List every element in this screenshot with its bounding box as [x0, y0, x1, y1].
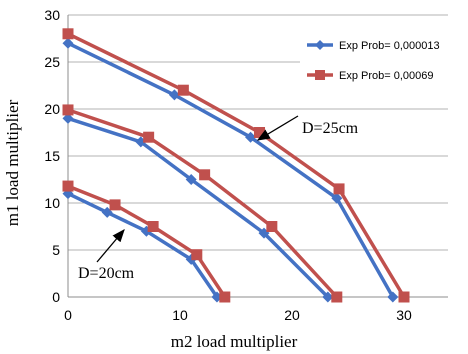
- annotation-arrow-d20: [96, 229, 125, 263]
- data-point-square: [62, 104, 74, 116]
- legend-marker-square: [315, 70, 325, 80]
- y-axis-label: m1 load multiplier: [3, 99, 22, 226]
- legend-label: Exp Prob= 0,000013: [339, 40, 440, 52]
- legend-label: Exp Prob= 0,00069: [339, 70, 434, 82]
- data-point-diamond: [322, 291, 334, 303]
- annotations: D=25cm D=20cm: [78, 115, 359, 282]
- data-point-square: [398, 291, 410, 303]
- legend-marker-diamond: [315, 40, 325, 50]
- data-point-diamond: [168, 89, 180, 101]
- gridlines: [68, 14, 448, 251]
- axes: [67, 15, 448, 298]
- x-tick-label: 30: [396, 307, 412, 323]
- x-tick-label: 0: [64, 307, 72, 323]
- data-point-diamond: [387, 291, 399, 303]
- x-tick-label: 10: [172, 307, 188, 323]
- data-point-square: [177, 84, 189, 96]
- series-2: [62, 28, 410, 303]
- data-point-diamond: [331, 192, 343, 204]
- data-point-diamond: [185, 174, 197, 185]
- data-point-square: [62, 180, 74, 192]
- data-point-square: [266, 221, 278, 232]
- data-point-square: [191, 249, 203, 261]
- series-1: [62, 37, 399, 303]
- y-tick-label: 5: [52, 242, 60, 258]
- y-tick-label: 30: [44, 7, 60, 23]
- data-point-square: [331, 291, 343, 303]
- y-tick-label: 10: [44, 195, 60, 211]
- y-tick-label: 25: [44, 54, 60, 70]
- data-point-square: [143, 131, 155, 143]
- series-group: [62, 28, 410, 303]
- data-point-diamond: [62, 112, 74, 124]
- annotation-arrow-d25: [256, 115, 299, 141]
- data-point-square: [219, 291, 231, 303]
- x-axis-label: m2 load multiplier: [171, 332, 298, 351]
- annotation-d20: D=20cm: [78, 265, 135, 282]
- y-tick-label: 15: [44, 148, 60, 164]
- x-tick-labels: 0 10 20 30: [64, 307, 412, 323]
- legend-box: [300, 30, 462, 88]
- data-point-diamond: [62, 37, 74, 49]
- data-point-square: [333, 183, 345, 195]
- data-point-square: [62, 28, 74, 40]
- annotation-d25: D=25cm: [302, 120, 359, 137]
- y-tick-label: 0: [52, 289, 60, 305]
- data-point-square: [109, 199, 121, 211]
- data-point-square: [147, 221, 159, 232]
- data-point-square: [199, 169, 211, 181]
- data-point-diamond: [245, 131, 257, 143]
- x-tick-label: 20: [284, 307, 300, 323]
- y-tick-labels: 0 5 10 15 20 25 30: [44, 7, 60, 305]
- legend: Exp Prob= 0,000013 Exp Prob= 0,00069: [300, 30, 462, 88]
- y-tick-label: 20: [44, 101, 60, 117]
